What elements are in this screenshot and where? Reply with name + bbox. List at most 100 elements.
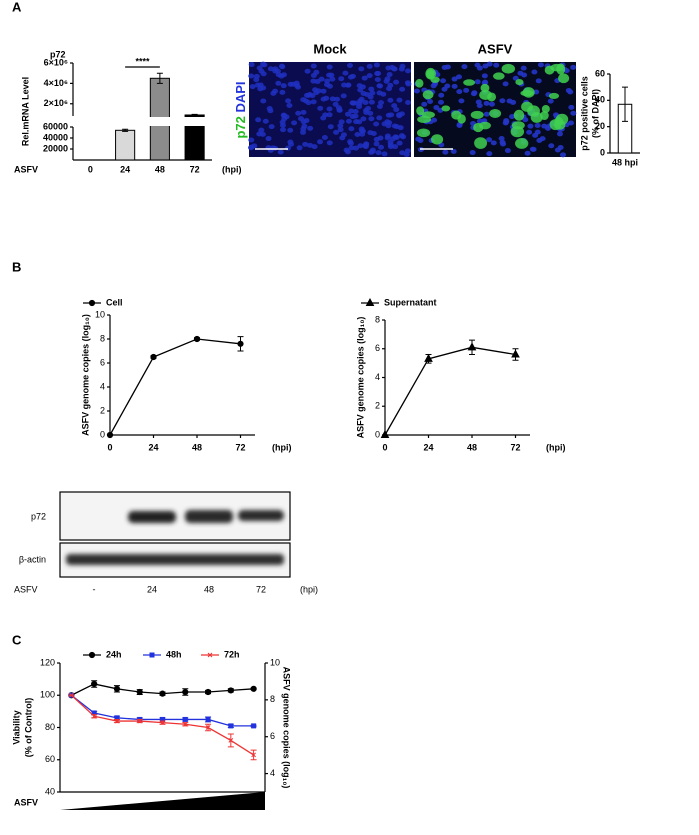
channel-label: p72 DAPI [233,81,248,138]
nucleus [326,106,333,112]
nucleus [456,74,463,80]
y-tick-label: 2 [100,405,105,415]
nucleus [347,62,354,68]
band [128,511,176,523]
y-tick-label: 60 [595,68,605,78]
marker [159,690,166,697]
nucleus [288,141,295,147]
nucleus [373,121,380,127]
nucleus [506,98,513,104]
marker [193,335,201,343]
nucleus [259,131,266,137]
nucleus [337,127,344,133]
nucleus [275,80,282,86]
marker [106,431,114,439]
nucleus [373,141,380,147]
marker [149,652,155,658]
nucleus [405,99,412,105]
nucleus [556,131,563,137]
nucleus [310,63,317,69]
nucleus [260,98,267,104]
nucleus [322,112,329,118]
nucleus [570,110,577,116]
nucleus [397,125,404,131]
nucleus [294,84,301,90]
marker [137,718,143,724]
nucleus [486,61,493,67]
infected-cell [493,72,505,80]
infected-cell [480,83,490,93]
nucleus [427,98,434,104]
marker [365,297,375,306]
y-tick-label: 2 [375,401,380,411]
nucleus [396,140,403,146]
x-tick-label: 0 [107,442,112,452]
nucleus [476,65,483,71]
y-axis-label: ASFV genome copies (log₁₀) [80,314,90,436]
legend-label: 48h [166,649,182,659]
infected-cell [422,90,434,100]
nucleus [534,129,541,135]
nucleus [378,144,385,150]
y-tick-label: 80 [45,722,55,732]
x-tick-label: 48 hpi [612,157,638,167]
marker [91,713,97,719]
infected-cell [479,90,492,101]
nucleus [376,83,383,89]
nucleus [285,98,292,104]
nucleus [440,78,447,84]
y-tick-label: 4 [100,381,105,391]
nucleus [367,110,374,116]
marker [228,723,234,729]
infected-cell [415,78,424,88]
y-tick-label: 6×10⁶ [44,57,68,67]
nucleus [567,120,574,126]
nucleus [356,83,363,89]
nucleus [483,111,490,117]
nucleus [323,95,330,101]
nucleus [442,149,449,155]
infected-cell [431,134,444,145]
nucleus [444,64,451,70]
nucleus [280,83,287,89]
infected-cell [441,105,451,112]
nucleus [398,133,405,139]
x-tick-label: 0 [382,442,387,452]
band [185,510,233,523]
nucleus [258,127,265,133]
nucleus [280,112,287,118]
marker [160,720,165,726]
nucleus [461,64,468,70]
marker [88,299,96,307]
nucleus [253,77,260,83]
nucleus [391,66,398,72]
y2-tick-label: 10 [270,657,280,667]
nucleus [539,136,546,142]
blot-lane: 24 [147,584,157,594]
nucleus [353,119,360,125]
nucleus [381,151,388,157]
y-tick-label: 40 [595,95,605,105]
nucleus [386,86,393,92]
nucleus [248,62,255,68]
y-tick-label: 8 [100,333,105,343]
nucleus [375,150,382,156]
marker [204,688,212,696]
nucleus [526,129,533,135]
y2-axis-label: ASFV genome copies (log₁₀) [282,667,292,789]
infected-cell [515,78,524,86]
y-axis-label: (% of DAPI) [590,89,600,138]
y-tick-label: 4 [375,372,380,382]
nucleus [386,72,393,78]
nucleus [278,63,285,69]
nucleus [374,77,381,83]
nucleus [262,118,269,124]
nucleus [458,98,465,104]
nucleus [378,100,385,106]
nucleus [329,76,336,82]
nucleus [413,88,420,94]
nucleus [357,143,364,149]
nucleus [303,92,310,98]
y-tick-label: 0 [600,147,605,157]
y-tick-label: 6 [375,343,380,353]
